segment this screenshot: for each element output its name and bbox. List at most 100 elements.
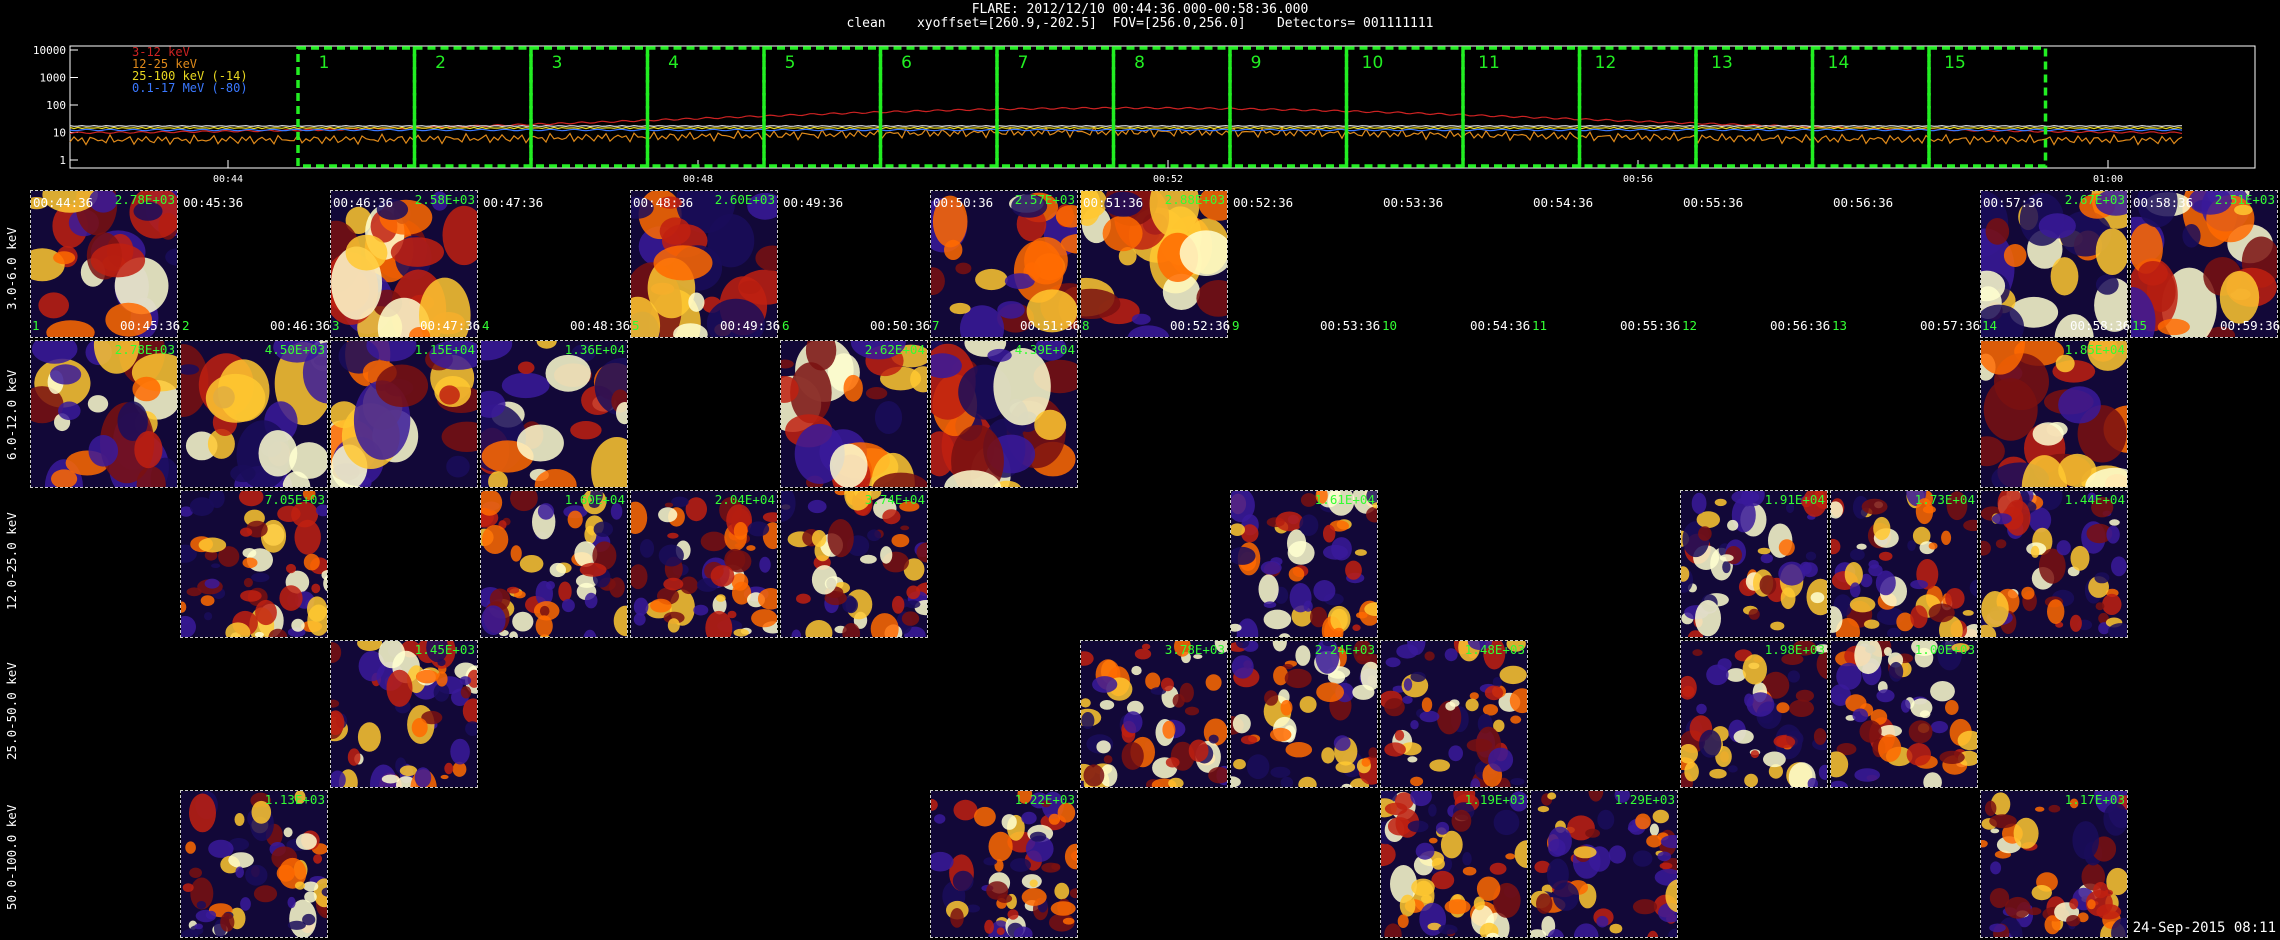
emission-blob: [378, 641, 406, 669]
emission-blob: [303, 881, 319, 892]
emission-blob: [1981, 540, 1991, 556]
emission-blob: [685, 497, 707, 522]
emission-blob: [1778, 561, 1806, 586]
emission-blob: [1989, 923, 2006, 933]
emission-blob: [1428, 804, 1437, 817]
interval-number: 10: [1382, 318, 1398, 333]
emission-blob: [1762, 671, 1790, 699]
peak-flux-label: 2.51E+03: [2214, 192, 2275, 207]
emission-blob: [1149, 191, 1200, 238]
emission-blob: [1907, 540, 1916, 551]
peak-flux-label: 1.48E+03: [1464, 642, 1525, 657]
image-map: [631, 491, 777, 637]
emission-blob: [1300, 493, 1317, 507]
emission-blob: [579, 562, 607, 577]
emission-blob: [1017, 791, 1033, 804]
emission-blob: [105, 302, 152, 337]
emission-blob: [255, 599, 277, 626]
emission-blob: [51, 469, 78, 487]
flare-title: FLARE: 2012/12/10 00:44:36.000-00:58:36.…: [971, 2, 1309, 17]
image-map: [1081, 641, 1227, 787]
emission-blob: [1915, 498, 1934, 525]
emission-blob: [1482, 704, 1499, 716]
emission-blob: [1476, 876, 1501, 901]
emission-blob: [1104, 191, 1143, 217]
peak-flux-label: 1.00E+03: [1914, 642, 1975, 657]
emission-blob: [931, 353, 962, 379]
emission-blob: [2085, 890, 2113, 917]
peak-flux-label: 3.74E+04: [864, 492, 925, 507]
energy-band-label: 12.0-25.0 keV: [4, 512, 19, 610]
emission-blob: [931, 851, 954, 872]
emission-blob: [1280, 776, 1294, 787]
emission-blob: [165, 248, 177, 266]
peak-flux-label: 2.04E+04: [714, 492, 775, 507]
emission-blob: [235, 866, 244, 878]
emission-blob: [872, 472, 927, 487]
timestamp: 24-Sep-2015 08:11: [2132, 920, 2276, 936]
emission-blob: [1989, 814, 2017, 829]
emission-blob: [409, 327, 431, 337]
image-panel: 1.29E+03: [1530, 790, 1678, 938]
emission-blob: [1260, 561, 1282, 575]
emission-blob: [700, 531, 728, 552]
image-panel: 1.85E+04: [1980, 340, 2128, 488]
peak-flux-label: 1.17E+03: [2064, 792, 2125, 807]
emission-blob: [534, 469, 577, 487]
emission-blob: [1403, 678, 1413, 691]
emission-blob: [1057, 802, 1076, 823]
y-tick-label: 10000: [33, 44, 66, 57]
emission-blob: [1681, 744, 1698, 764]
emission-blob: [1609, 923, 1623, 934]
emission-blob: [1553, 882, 1579, 911]
emission-blob: [205, 373, 266, 423]
emission-blob: [1165, 757, 1180, 768]
emission-blob: [228, 852, 254, 868]
emission-blob: [706, 298, 765, 337]
emission-blob: [1649, 823, 1659, 836]
emission-blob: [1534, 860, 1551, 873]
emission-blob: [1654, 868, 1677, 886]
emission-blob: [1196, 280, 1227, 317]
image-panel: 1.45E+03: [330, 640, 478, 788]
emission-blob: [983, 857, 998, 866]
image-panel: 1.60E+04: [480, 490, 628, 638]
emission-blob: [1010, 858, 1031, 872]
emission-blob: [1034, 409, 1067, 440]
interval-number: 2: [182, 318, 190, 333]
emission-blob: [1099, 764, 1118, 787]
y-tick-label: 100: [46, 99, 66, 112]
emission-blob: [1878, 734, 1902, 762]
emission-blob: [1887, 627, 1901, 637]
emission-blob: [988, 831, 1013, 862]
image-map: [2131, 191, 2277, 337]
interval-start-time: 00:53:36: [1383, 195, 1444, 210]
emission-blob: [1278, 633, 1291, 637]
emission-blob: [588, 500, 600, 508]
emission-blob: [1981, 436, 2005, 467]
image-panel: 1.44E+04: [1980, 490, 2128, 638]
emission-blob: [294, 881, 306, 890]
emission-blob: [1831, 501, 1843, 519]
emission-blob: [1272, 641, 1287, 652]
emission-blob: [1280, 700, 1293, 716]
emission-blob: [200, 595, 215, 606]
emission-blob: [671, 496, 689, 508]
x-tick-label: 00:52: [1153, 174, 1183, 185]
peak-flux-label: 7.05E+03: [264, 492, 325, 507]
image-map: [1381, 791, 1527, 937]
emission-blob: [1760, 553, 1773, 564]
emission-blob: [1315, 491, 1328, 504]
interval-start-time: 00:50:36: [933, 195, 994, 210]
emission-blob: [1728, 765, 1738, 773]
emission-blob: [1852, 708, 1869, 723]
emission-blob: [481, 525, 509, 554]
emission-blob: [2050, 257, 2079, 296]
emission-blob: [673, 323, 708, 337]
emission-blob: [1585, 828, 1600, 838]
emission-blob: [2087, 492, 2097, 502]
emission-blob: [1614, 791, 1630, 803]
emission-blob: [676, 191, 736, 234]
emission-blob: [1402, 695, 1413, 704]
emission-blob: [2109, 519, 2120, 526]
